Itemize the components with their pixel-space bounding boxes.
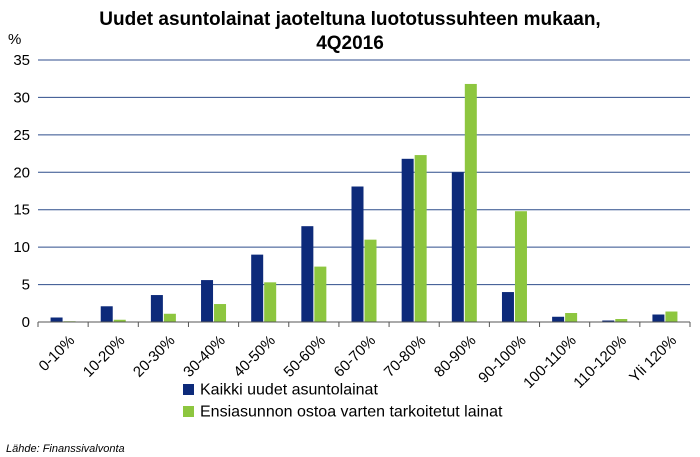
bar-kaikki-1 <box>100 306 113 322</box>
x-tick-label: 20-30% <box>130 332 179 381</box>
x-tick-label: 40-50% <box>230 332 279 381</box>
legend-swatch <box>183 406 194 417</box>
x-tick-label: 100-110% <box>520 332 580 392</box>
bar-ensiasunto-12 <box>665 311 678 322</box>
y-tick-label: 30 <box>13 89 30 106</box>
bar-kaikki-11 <box>602 320 615 322</box>
y-tick-label: 5 <box>22 277 30 294</box>
x-tick-label: 50-60% <box>280 332 329 381</box>
bar-ensiasunto-5 <box>314 266 327 322</box>
y-tick-label: 35 <box>13 52 30 69</box>
bar-kaikki-12 <box>652 314 665 322</box>
y-tick-label: 15 <box>13 202 30 219</box>
y-tick-label: 10 <box>13 239 30 256</box>
bar-kaikki-10 <box>552 316 565 322</box>
source-note: Lähde: Finanssivalvonta <box>6 443 125 455</box>
bars <box>50 83 678 322</box>
gridlines <box>38 59 690 286</box>
bar-kaikki-6 <box>351 186 364 322</box>
bar-kaikki-0 <box>50 317 63 322</box>
legend-swatch <box>183 384 194 395</box>
bar-ensiasunto-8 <box>464 83 477 322</box>
x-tick-label: 110-120% <box>570 332 630 392</box>
y-axis-unit: % <box>8 31 21 48</box>
bar-kaikki-5 <box>301 226 314 322</box>
y-tick-labels: 0 5 10 15 20 25 30 35 <box>13 52 30 331</box>
bar-ensiasunto-10 <box>565 313 578 322</box>
chart-title-line2: 4Q2016 <box>316 33 384 54</box>
x-tick-label: 60-70% <box>331 332 380 381</box>
bar-ensiasunto-3 <box>214 304 227 322</box>
bar-ensiasunto-9 <box>514 211 527 322</box>
bar-kaikki-4 <box>251 254 264 322</box>
bar-ensiasunto-1 <box>113 319 126 322</box>
x-tick-label: 30-40% <box>180 332 229 381</box>
bar-kaikki-2 <box>150 295 163 322</box>
x-tick-label: 70-80% <box>381 332 430 381</box>
bar-kaikki-3 <box>201 280 214 322</box>
bar-ensiasunto-2 <box>163 313 176 322</box>
bar-ensiasunto-4 <box>264 282 277 322</box>
bar-ensiasunto-6 <box>364 239 377 322</box>
bar-ensiasunto-11 <box>615 319 628 322</box>
y-tick-label: 25 <box>13 127 30 144</box>
bar-kaikki-8 <box>451 172 464 322</box>
bar-kaikki-7 <box>401 158 414 322</box>
y-tick-label: 20 <box>13 164 30 181</box>
legend: Kaikki uudet asuntolainat Ensiasunnon ost… <box>183 382 503 421</box>
chart-title-line1: Uudet asuntolainat jaoteltuna luototussu… <box>99 9 600 30</box>
bar-kaikki-9 <box>501 292 514 322</box>
legend-label: Kaikki uudet asuntolainat <box>200 382 378 399</box>
x-tick-label: Yli 120% <box>626 332 680 386</box>
x-tick-label: 10-20% <box>80 332 129 381</box>
x-tick-label: 80-90% <box>431 332 480 381</box>
legend-label: Ensiasunnon ostoa varten tarkoitetut lai… <box>200 404 503 421</box>
y-tick-label: 0 <box>22 314 30 331</box>
x-tick-label: 0-10% <box>36 332 79 375</box>
bar-ensiasunto-7 <box>414 155 427 322</box>
